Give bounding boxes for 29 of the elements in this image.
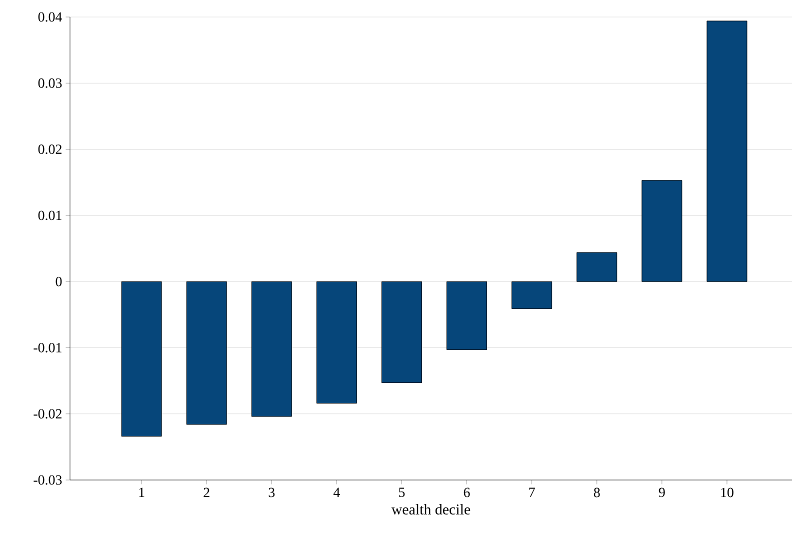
bar xyxy=(446,281,488,350)
x-tick-label: 6 xyxy=(464,488,470,498)
y-tick-label: -0.02 xyxy=(34,409,62,419)
y-tick-label: 0.01 xyxy=(38,210,62,220)
x-axis-title: wealth decile xyxy=(391,504,470,515)
x-tick-label: 5 xyxy=(399,488,405,498)
bar xyxy=(642,180,682,282)
y-tick-label: 0.02 xyxy=(38,144,62,154)
x-tick-label: 8 xyxy=(594,488,600,498)
x-tick-label: 2 xyxy=(204,488,210,498)
bar xyxy=(706,20,748,282)
bar xyxy=(186,281,227,425)
bar xyxy=(121,281,162,437)
x-tick-label: 9 xyxy=(658,488,665,498)
y-tick-label: 0.04 xyxy=(38,12,62,22)
bar xyxy=(381,281,422,384)
x-tick-label: 3 xyxy=(268,488,275,498)
bar xyxy=(316,281,357,404)
y-tick-label: 0 xyxy=(56,276,62,286)
x-tick-label: 1 xyxy=(139,488,144,497)
x-tick-label: 4 xyxy=(333,488,340,497)
y-tick-label: -0.01 xyxy=(34,342,62,352)
bar xyxy=(576,252,618,282)
x-tick-label: 7 xyxy=(529,488,535,497)
bar xyxy=(512,281,552,309)
bar xyxy=(251,281,292,417)
y-tick-label: 0.03 xyxy=(38,78,62,88)
y-tick-label: -0.03 xyxy=(34,475,62,485)
x-tick-label: 10 xyxy=(721,488,734,498)
